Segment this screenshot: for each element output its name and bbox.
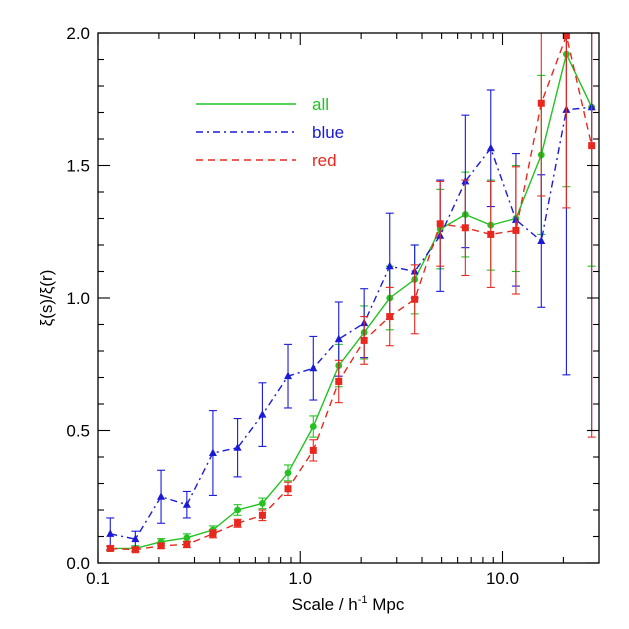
x-tick-label: 1.0: [288, 569, 312, 588]
data-point-red: [537, 99, 545, 107]
data-point-all: [183, 534, 191, 542]
y-tick-label: 0.5: [66, 422, 90, 441]
data-point-red: [461, 224, 469, 232]
y-axis-title: ξ(s)/ξ(r): [37, 270, 56, 327]
data-point-all: [309, 423, 317, 430]
data-point-red: [284, 485, 292, 493]
data-point-blue: [537, 236, 546, 245]
data-point-red: [360, 336, 368, 344]
data-point-blue: [385, 261, 394, 270]
data-point-red: [411, 295, 419, 303]
plot-frame: [97, 32, 600, 564]
data-point-all: [284, 469, 292, 477]
data-point-red: [335, 377, 343, 385]
legend: all blue red: [196, 95, 344, 170]
data-point-red: [209, 530, 217, 538]
data-point-red: [157, 542, 165, 550]
series-blue: [106, 33, 596, 551]
axis-layer: 0.1 1.0 10.0 0.0 0.5 1.0 1.5 2.0: [66, 24, 599, 588]
data-point-blue: [182, 500, 191, 508]
legend-label-red: red: [312, 151, 337, 170]
x-tick-label: 0.1: [86, 569, 110, 588]
data-point-blue: [233, 443, 242, 451]
data-point-blue: [258, 410, 267, 418]
data-point-blue: [486, 143, 495, 152]
data-point-blue: [157, 492, 166, 500]
data-point-red: [106, 544, 114, 552]
x-tick-label: 10.0: [486, 569, 519, 588]
series-line-all: [110, 52, 593, 550]
data-point-red: [258, 511, 266, 519]
data-point-blue: [284, 371, 293, 380]
series-all: [106, 33, 596, 552]
data-point-red: [131, 546, 139, 554]
data-point-red: [386, 313, 394, 321]
series-layer: [106, 33, 596, 554]
data-point-blue: [334, 334, 343, 343]
legend-label-all: all: [312, 95, 329, 114]
data-point-red: [234, 519, 242, 527]
y-tick-label: 0.0: [66, 554, 90, 573]
data-point-blue: [309, 363, 318, 372]
data-point-red: [436, 220, 444, 228]
series-line-red: [110, 33, 593, 551]
series-line-blue: [110, 106, 592, 540]
x-axis-title: Scale / h-1 Mpc: [292, 594, 405, 614]
y-tick-label: 1.5: [66, 157, 90, 176]
data-point-all: [234, 506, 241, 514]
series-red: [106, 33, 596, 554]
legend-label-blue: blue: [312, 123, 344, 142]
y-tick-label: 2.0: [66, 24, 90, 43]
data-point-blue: [106, 529, 115, 537]
data-point-all: [259, 499, 266, 507]
data-point-red: [588, 142, 596, 150]
data-point-red: [183, 540, 191, 548]
y-tick-label: 1.0: [66, 289, 90, 308]
data-point-red: [487, 230, 495, 238]
data-point-red: [512, 226, 520, 234]
data-point-blue: [131, 534, 140, 543]
data-point-red: [562, 33, 570, 40]
data-point-red: [309, 446, 317, 454]
data-point-blue: [208, 448, 217, 457]
